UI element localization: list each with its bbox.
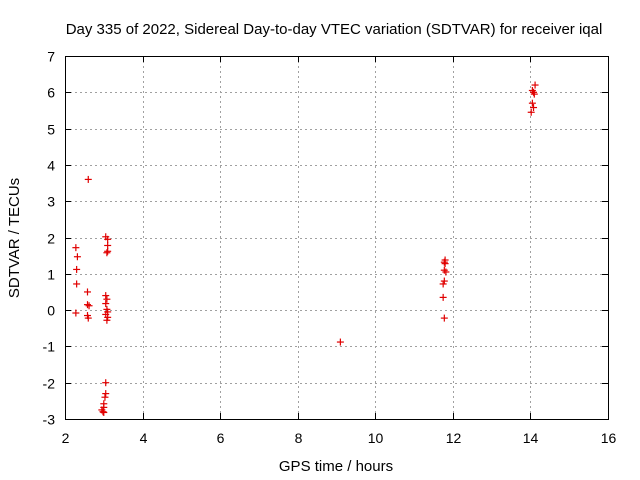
data-point [83, 288, 91, 296]
data-point [102, 300, 110, 308]
data-point [83, 301, 91, 309]
data-point [72, 244, 80, 252]
plot-frame [65, 56, 609, 420]
y-tick-label: 2 [47, 231, 55, 247]
data-point [441, 260, 449, 268]
y-tick-label: -2 [43, 376, 56, 392]
data-point [103, 295, 111, 303]
data-point [102, 292, 110, 300]
x-tick-label: 16 [601, 430, 617, 446]
grid-lines [65, 56, 608, 419]
data-point [102, 379, 110, 387]
data-point [530, 90, 538, 98]
x-axis-title: GPS time / hours [279, 458, 393, 475]
y-tick-label: 5 [47, 122, 55, 138]
data-point [100, 408, 108, 416]
x-tick-label: 14 [523, 430, 539, 446]
data-point [103, 249, 111, 257]
data-point [528, 99, 536, 107]
data-point [440, 258, 448, 266]
y-tick-label: 7 [47, 49, 55, 65]
y-tick-label: 4 [47, 158, 55, 174]
data-points [72, 81, 539, 416]
y-tick-labels: -3 -2 -1 0 1 2 3 4 5 6 7 [43, 49, 56, 428]
data-point [442, 268, 450, 276]
x-tick-label: 8 [295, 430, 303, 446]
data-point [104, 247, 112, 255]
data-point [99, 408, 107, 416]
x-tick-label: 6 [217, 430, 225, 446]
axis-ticks [65, 56, 609, 420]
y-tick-label: 1 [47, 267, 55, 283]
y-tick-label: 6 [47, 85, 55, 101]
data-point [104, 235, 112, 243]
data-point [73, 253, 81, 261]
x-tick-label: 2 [62, 430, 70, 446]
data-point [102, 390, 110, 398]
data-point [101, 393, 109, 401]
y-tick-label: 3 [47, 194, 55, 210]
x-tick-label: 10 [368, 430, 384, 446]
data-point [103, 316, 111, 324]
data-point [439, 293, 447, 301]
data-point [84, 314, 92, 322]
data-point [530, 104, 538, 112]
data-point [440, 266, 448, 274]
data-point [73, 280, 81, 288]
data-point [531, 81, 539, 89]
x-tick-label: 12 [446, 430, 462, 446]
chart-title: Day 335 of 2022, Sidereal Day-to-day VTE… [66, 21, 603, 38]
x-tick-label: 4 [140, 430, 148, 446]
data-point [440, 314, 448, 322]
data-point [72, 309, 80, 317]
data-point [84, 175, 92, 183]
data-point [73, 265, 81, 273]
data-point [85, 302, 93, 310]
y-tick-label: -3 [43, 412, 56, 428]
y-axis-title: SDTVAR / TECUs [6, 178, 23, 298]
x-tick-labels: 2 4 6 8 10 12 14 16 [62, 430, 617, 446]
y-tick-label: -1 [43, 339, 56, 355]
data-point [439, 280, 447, 288]
data-point [530, 88, 538, 96]
y-tick-label: 0 [47, 303, 55, 319]
data-point [336, 338, 344, 346]
data-point [527, 108, 535, 116]
